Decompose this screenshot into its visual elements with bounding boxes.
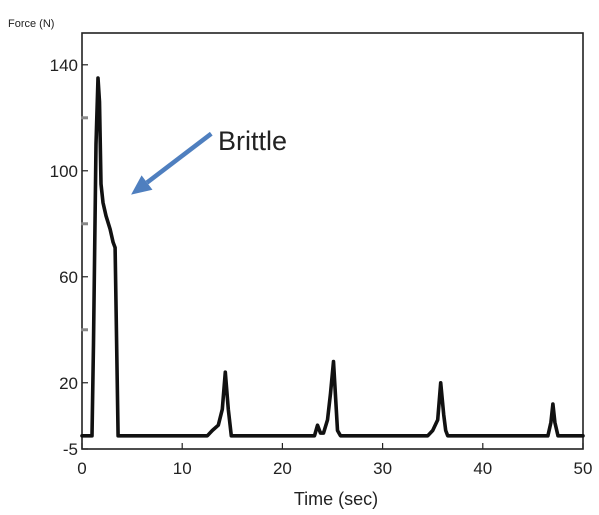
plot-frame (81, 32, 584, 450)
series-layer (80, 76, 585, 438)
x-tick-label: 10 (173, 459, 192, 478)
brittle-annotation-label: Brittle (218, 126, 287, 156)
y-axis-ticks: -5 20 60 100 140 (50, 56, 88, 459)
y-tick-label: 20 (59, 374, 78, 393)
annotation: Brittle (131, 126, 287, 195)
y-tick-label: 140 (50, 56, 78, 75)
annotation-arrow-head (131, 175, 153, 195)
x-axis-label: Time (sec) (294, 489, 378, 509)
y-tick-label: -5 (63, 440, 78, 459)
x-tick-label: 40 (473, 459, 492, 478)
y-tick-label: 100 (50, 162, 78, 181)
x-tick-label: 50 (574, 459, 593, 478)
x-tick-label: 20 (273, 459, 292, 478)
x-axis-ticks: 0 10 20 30 40 50 (77, 443, 592, 478)
x-tick-label: 0 (77, 459, 86, 478)
x-tick-label: 30 (373, 459, 392, 478)
force-series-line (80, 76, 585, 438)
y-axis-label: Force (N) (8, 18, 54, 30)
y-tick-label: 60 (59, 268, 78, 287)
annotation-arrow-shaft (145, 131, 213, 185)
